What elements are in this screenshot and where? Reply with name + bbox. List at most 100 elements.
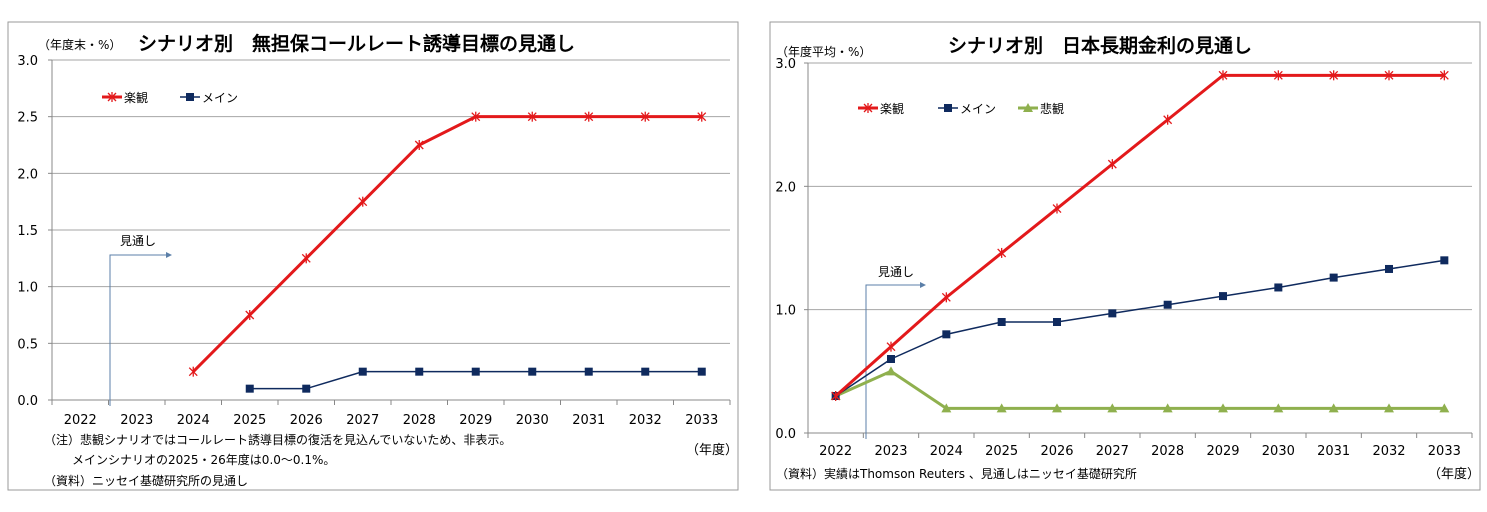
x-tick-label: 2033: [1428, 444, 1461, 459]
series-line: [835, 369, 1445, 410]
legend-item: 楽観: [858, 102, 904, 116]
data-point-square: [887, 355, 895, 363]
data-point-asterisk: [107, 92, 117, 102]
x-tick-label: 2022: [64, 413, 97, 428]
data-point-square: [1329, 273, 1338, 282]
x-tick-label: 2026: [1040, 444, 1073, 459]
data-point-asterisk: [245, 310, 255, 320]
x-tick-label: 2030: [1262, 444, 1295, 459]
legend-label: メイン: [960, 102, 996, 116]
data-point-square: [697, 367, 706, 376]
x-tick-label: 2032: [629, 413, 662, 428]
y-tick-label: 3.0: [17, 54, 38, 69]
note-line: （注）悲観シナリオではコールレート誘導目標の復活を見込んでいないため、非表示。: [44, 432, 511, 447]
data-point-asterisk: [1329, 70, 1339, 81]
data-point-square: [1108, 309, 1117, 318]
data-point-square: [1274, 283, 1283, 292]
legend-label: メイン: [202, 91, 238, 105]
forecast-label: 見通し: [120, 234, 156, 248]
data-point-square: [471, 367, 480, 376]
data-point-asterisk: [640, 111, 650, 122]
x-tick-label: 2032: [1372, 444, 1405, 459]
series-asterisk: [188, 111, 707, 377]
series-square: [245, 367, 706, 393]
data-point-square: [641, 367, 650, 376]
x-tick-label: 2025: [233, 413, 266, 428]
data-point-triangle: [1107, 403, 1118, 413]
data-point-square: [245, 384, 254, 393]
legend-item: 楽観: [102, 91, 148, 105]
data-point-asterisk: [188, 366, 198, 377]
y-axis-unit-label: （年度平均・%）: [776, 44, 871, 59]
data-point-square: [1163, 300, 1172, 309]
data-point-asterisk: [1384, 70, 1394, 81]
data-point-square: [528, 367, 537, 376]
x-tick-label: 2027: [1096, 444, 1129, 459]
data-point-square: [1385, 264, 1393, 273]
data-point-square: [1219, 292, 1227, 301]
data-point-triangle: [1328, 403, 1339, 413]
y-tick-label: 1.0: [17, 281, 38, 296]
x-tick-label: 2028: [403, 413, 436, 428]
x-tick-label: 2030: [516, 413, 549, 428]
series-line: [835, 259, 1445, 397]
series-line: [834, 73, 1445, 398]
x-tick-label: 2027: [346, 413, 379, 428]
x-tick-label: 2023: [120, 413, 153, 428]
data-point-asterisk: [1218, 70, 1228, 81]
x-tick-label: 2028: [1151, 444, 1184, 459]
series-line: [192, 115, 702, 373]
data-point-triangle: [886, 366, 896, 376]
data-point-square: [584, 367, 593, 376]
x-tick-label: 2024: [177, 413, 210, 428]
legend-item: 悲観: [1018, 101, 1064, 116]
data-point-asterisk: [471, 111, 481, 122]
x-tick-label: 2029: [459, 413, 492, 428]
x-tick-label: 2033: [685, 413, 718, 428]
legend-label: 楽観: [880, 102, 904, 116]
data-point-asterisk: [358, 196, 368, 207]
legend-item: メイン: [938, 102, 996, 116]
forecast-arrow: [865, 282, 926, 439]
long-term-rate-chart: （年度平均・%） シナリオ別 日本長期金利の見通し （年度） （資料）実績はTh…: [769, 21, 1481, 491]
data-point-asterisk: [414, 140, 424, 150]
data-point-triangle: [1439, 403, 1450, 413]
x-tick-label: 2031: [572, 413, 605, 428]
data-point-asterisk: [863, 103, 873, 113]
data-point-square: [186, 93, 194, 101]
data-point-triangle: [1273, 403, 1284, 413]
data-point-square: [302, 384, 311, 393]
data-point-triangle: [1384, 403, 1394, 413]
data-point-triangle: [941, 403, 952, 413]
x-tick-label: 2023: [874, 444, 907, 459]
data-point-asterisk: [997, 247, 1007, 258]
data-point-triangle: [1052, 403, 1062, 413]
chart-frame: [769, 21, 1481, 491]
y-tick-label: 2.5: [17, 111, 38, 126]
data-point-asterisk: [886, 341, 896, 352]
legend-label: 悲観: [1040, 101, 1064, 116]
call-rate-chart: （年度末・%） シナリオ別 無担保コールレート誘導目標の見通し （年度） （注）…: [7, 21, 739, 491]
legend-item: メイン: [180, 91, 238, 105]
legend-label: 楽観: [124, 91, 148, 105]
series-asterisk: [831, 70, 1449, 401]
series-square: [831, 256, 1449, 400]
x-tick-label: 2024: [930, 444, 963, 459]
y-tick-label: 2.0: [775, 180, 796, 195]
forecast-label: 見通し: [878, 265, 914, 279]
x-tick-label: 2029: [1206, 444, 1239, 459]
chart-title: シナリオ別 日本長期金利の見通し: [948, 34, 1252, 57]
data-point-asterisk: [941, 292, 951, 303]
y-axis-unit-label: （年度末・%）: [38, 37, 121, 52]
x-tick-label: 2025: [985, 444, 1018, 459]
series-triangle: [830, 366, 1450, 413]
x-tick-label: 2031: [1317, 444, 1350, 459]
data-point-square: [997, 318, 1006, 326]
data-point-asterisk: [1163, 114, 1173, 125]
y-tick-label: 0.5: [17, 337, 38, 352]
x-tick-label: 2026: [290, 413, 323, 428]
data-point-triangle: [1218, 403, 1228, 413]
data-point-square: [1440, 256, 1449, 265]
y-tick-label: 0.0: [775, 427, 796, 442]
